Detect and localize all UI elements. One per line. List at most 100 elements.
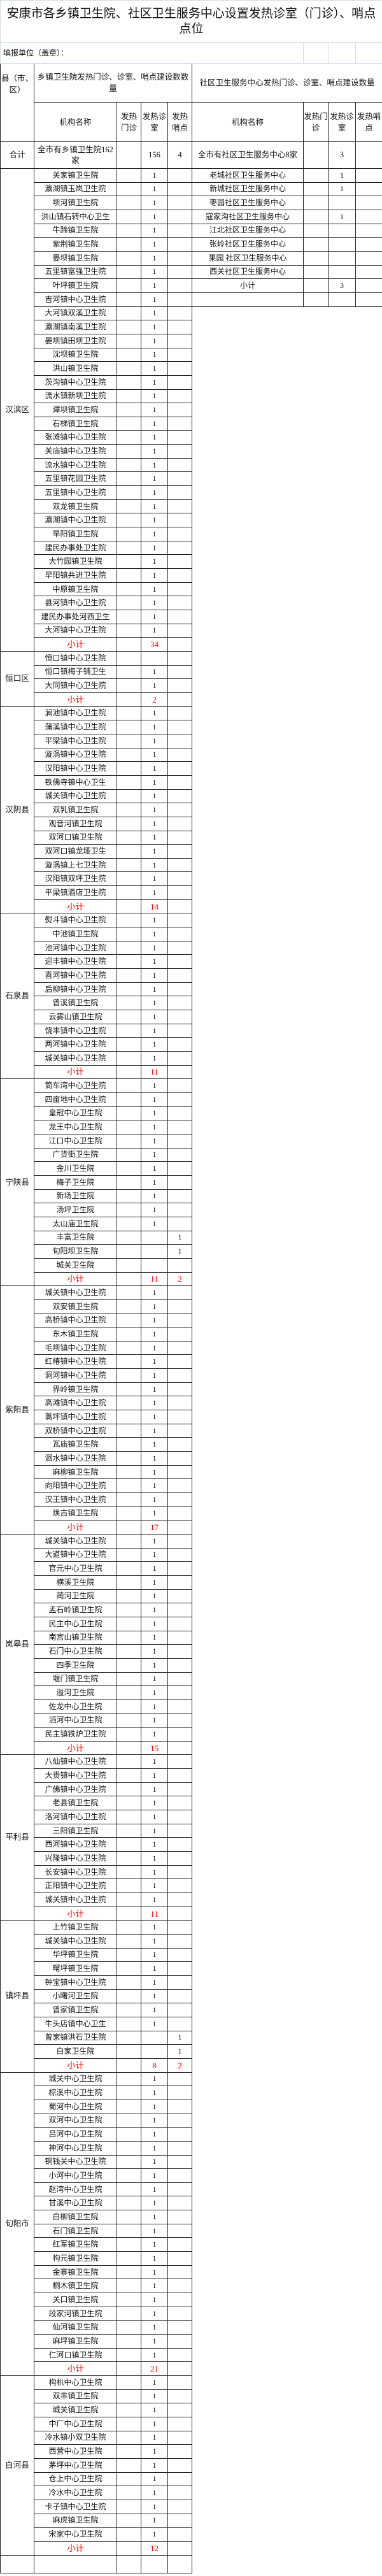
facility-name: 洞河镇中心卫生院 bbox=[34, 1368, 117, 1383]
table-row: 牛头店镇中心卫生 1 bbox=[1, 2016, 382, 2031]
empty-cell bbox=[192, 624, 304, 638]
empty-cell bbox=[304, 1948, 329, 1962]
empty-cell bbox=[304, 1865, 329, 1879]
table-row: 沈坝镇卫生院 1 bbox=[1, 347, 382, 362]
table-row: 城关镇卫生院 1 bbox=[1, 2403, 382, 2417]
fever-room-count: 1 bbox=[141, 2251, 168, 2266]
fever-room-count: 1 bbox=[141, 1671, 168, 1687]
fever-room-count: 1 bbox=[141, 1934, 168, 1949]
empty-cell bbox=[356, 2238, 382, 2252]
table-row: 洛河镇中心卫生院 1 bbox=[1, 1810, 382, 1824]
empty-cell bbox=[329, 334, 356, 348]
fever-post-count bbox=[167, 1989, 192, 2004]
facility-name: 江口中心卫生院 bbox=[34, 1133, 117, 1148]
empty-cell bbox=[192, 1824, 304, 1838]
table-row: 恒口镇梅子铺卫生 1 bbox=[1, 664, 382, 680]
facility-name: 蒿坪镇中心卫生院 bbox=[34, 1410, 117, 1424]
facility-name: 石梯镇卫生院 bbox=[34, 416, 117, 431]
table-row: 关口镇卫生院 1 bbox=[1, 2293, 382, 2307]
empty-cell bbox=[192, 789, 304, 803]
fever-post-count: 1 bbox=[167, 2030, 192, 2045]
empty-cell bbox=[329, 1506, 356, 1521]
empty-cell bbox=[356, 2224, 382, 2238]
empty-cell bbox=[329, 955, 356, 969]
empty-cell bbox=[304, 1065, 329, 1079]
facility-name: 县河镇中心卫生院 bbox=[34, 596, 117, 610]
empty-cell bbox=[192, 1106, 304, 1120]
fever-clinic-count bbox=[117, 320, 141, 334]
facility-name: 洄水镇中心卫生院 bbox=[34, 1451, 117, 1466]
fever-post-count bbox=[167, 1561, 192, 1576]
fever-post-count bbox=[167, 1037, 192, 1052]
empty-cell bbox=[356, 1741, 382, 1755]
fever-room-count: 1 bbox=[141, 2306, 168, 2321]
empty-cell bbox=[304, 1024, 329, 1038]
community-name: 小计 bbox=[192, 278, 304, 293]
facility-name: 高滩镇中心卫生院 bbox=[34, 1396, 117, 1411]
empty-cell bbox=[356, 775, 382, 789]
fever-clinic-count bbox=[117, 457, 141, 473]
fever-post-count bbox=[167, 1947, 192, 1963]
subtotal-clinic bbox=[117, 2057, 141, 2073]
facility-name: 流水镇中心卫生院 bbox=[34, 457, 117, 473]
fever-clinic-count bbox=[117, 1492, 141, 1507]
subtotal-clinic bbox=[117, 1740, 141, 1756]
facility-name: 谭坝镇卫生院 bbox=[34, 403, 117, 417]
fever-post-count bbox=[167, 1189, 192, 1204]
empty-cell bbox=[329, 2238, 356, 2252]
fever-clinic-count bbox=[117, 1451, 141, 1466]
table-row: 茅坪中心卫生院 1 bbox=[1, 2458, 382, 2473]
empty-cell bbox=[304, 1755, 329, 1769]
empty-cell bbox=[329, 2058, 356, 2072]
fever-clinic-count bbox=[117, 2293, 141, 2307]
blank-row bbox=[0, 2554, 382, 2573]
empty-cell bbox=[304, 1575, 329, 1589]
empty-cell bbox=[192, 1810, 304, 1824]
fever-room-count: 1 bbox=[141, 1823, 168, 1838]
community-room bbox=[328, 223, 356, 238]
fever-post-count bbox=[167, 1354, 192, 1370]
fever-clinic-count bbox=[117, 1782, 141, 1797]
facility-name: 大河镇中心卫生院 bbox=[34, 623, 117, 638]
fever-post-count bbox=[167, 968, 192, 983]
facility-name: 建民办事处卫生院 bbox=[34, 540, 117, 555]
empty-cell bbox=[329, 2389, 356, 2403]
fever-room-count: 1 bbox=[141, 1010, 168, 1024]
community-clinic bbox=[303, 168, 329, 183]
fever-post-count bbox=[167, 209, 192, 224]
empty-cell bbox=[192, 996, 304, 1010]
fever-clinic-count bbox=[117, 1727, 141, 1742]
table-row: 三阳镇卫生院 1 bbox=[1, 1823, 382, 1838]
empty-cell bbox=[304, 1672, 329, 1686]
empty-cell bbox=[304, 1824, 329, 1838]
empty-cell bbox=[329, 1741, 356, 1755]
empty-cell bbox=[329, 2100, 356, 2114]
table-row: 迎丰镇中心卫生院 1 bbox=[1, 954, 382, 970]
empty-cell bbox=[356, 596, 382, 610]
fever-clinic-count bbox=[117, 1823, 141, 1838]
empty-cell bbox=[192, 762, 304, 776]
table-row: 曙坪镇卫生院 1 bbox=[1, 1961, 382, 1976]
empty-cell bbox=[192, 348, 304, 362]
fever-clinic-count bbox=[117, 844, 141, 859]
empty-cell bbox=[356, 1575, 382, 1589]
fever-post-count bbox=[167, 2113, 192, 2128]
facility-name: 观音河镇卫生院 bbox=[34, 816, 117, 831]
fever-clinic-count bbox=[117, 650, 141, 666]
fever-post-count bbox=[167, 1671, 192, 1687]
empty-cell bbox=[192, 458, 304, 472]
fever-post-count bbox=[167, 1934, 192, 1949]
fever-post-count bbox=[167, 1175, 192, 1190]
table-row: 西营中心卫生院 1 bbox=[1, 2444, 382, 2459]
empty-cell bbox=[304, 2514, 329, 2528]
empty-cell bbox=[356, 665, 382, 679]
fever-clinic-count bbox=[117, 2513, 141, 2528]
fever-room-count: 1 bbox=[141, 2458, 168, 2473]
empty-cell bbox=[304, 2500, 329, 2514]
table-row: 金寨镇卫生院 1 bbox=[1, 2265, 382, 2280]
fever-clinic-count bbox=[117, 237, 141, 252]
empty-cell bbox=[329, 1148, 356, 1162]
empty-cell bbox=[356, 1824, 382, 1838]
fever-clinic-count bbox=[117, 2499, 141, 2514]
empty-cell bbox=[329, 845, 356, 859]
